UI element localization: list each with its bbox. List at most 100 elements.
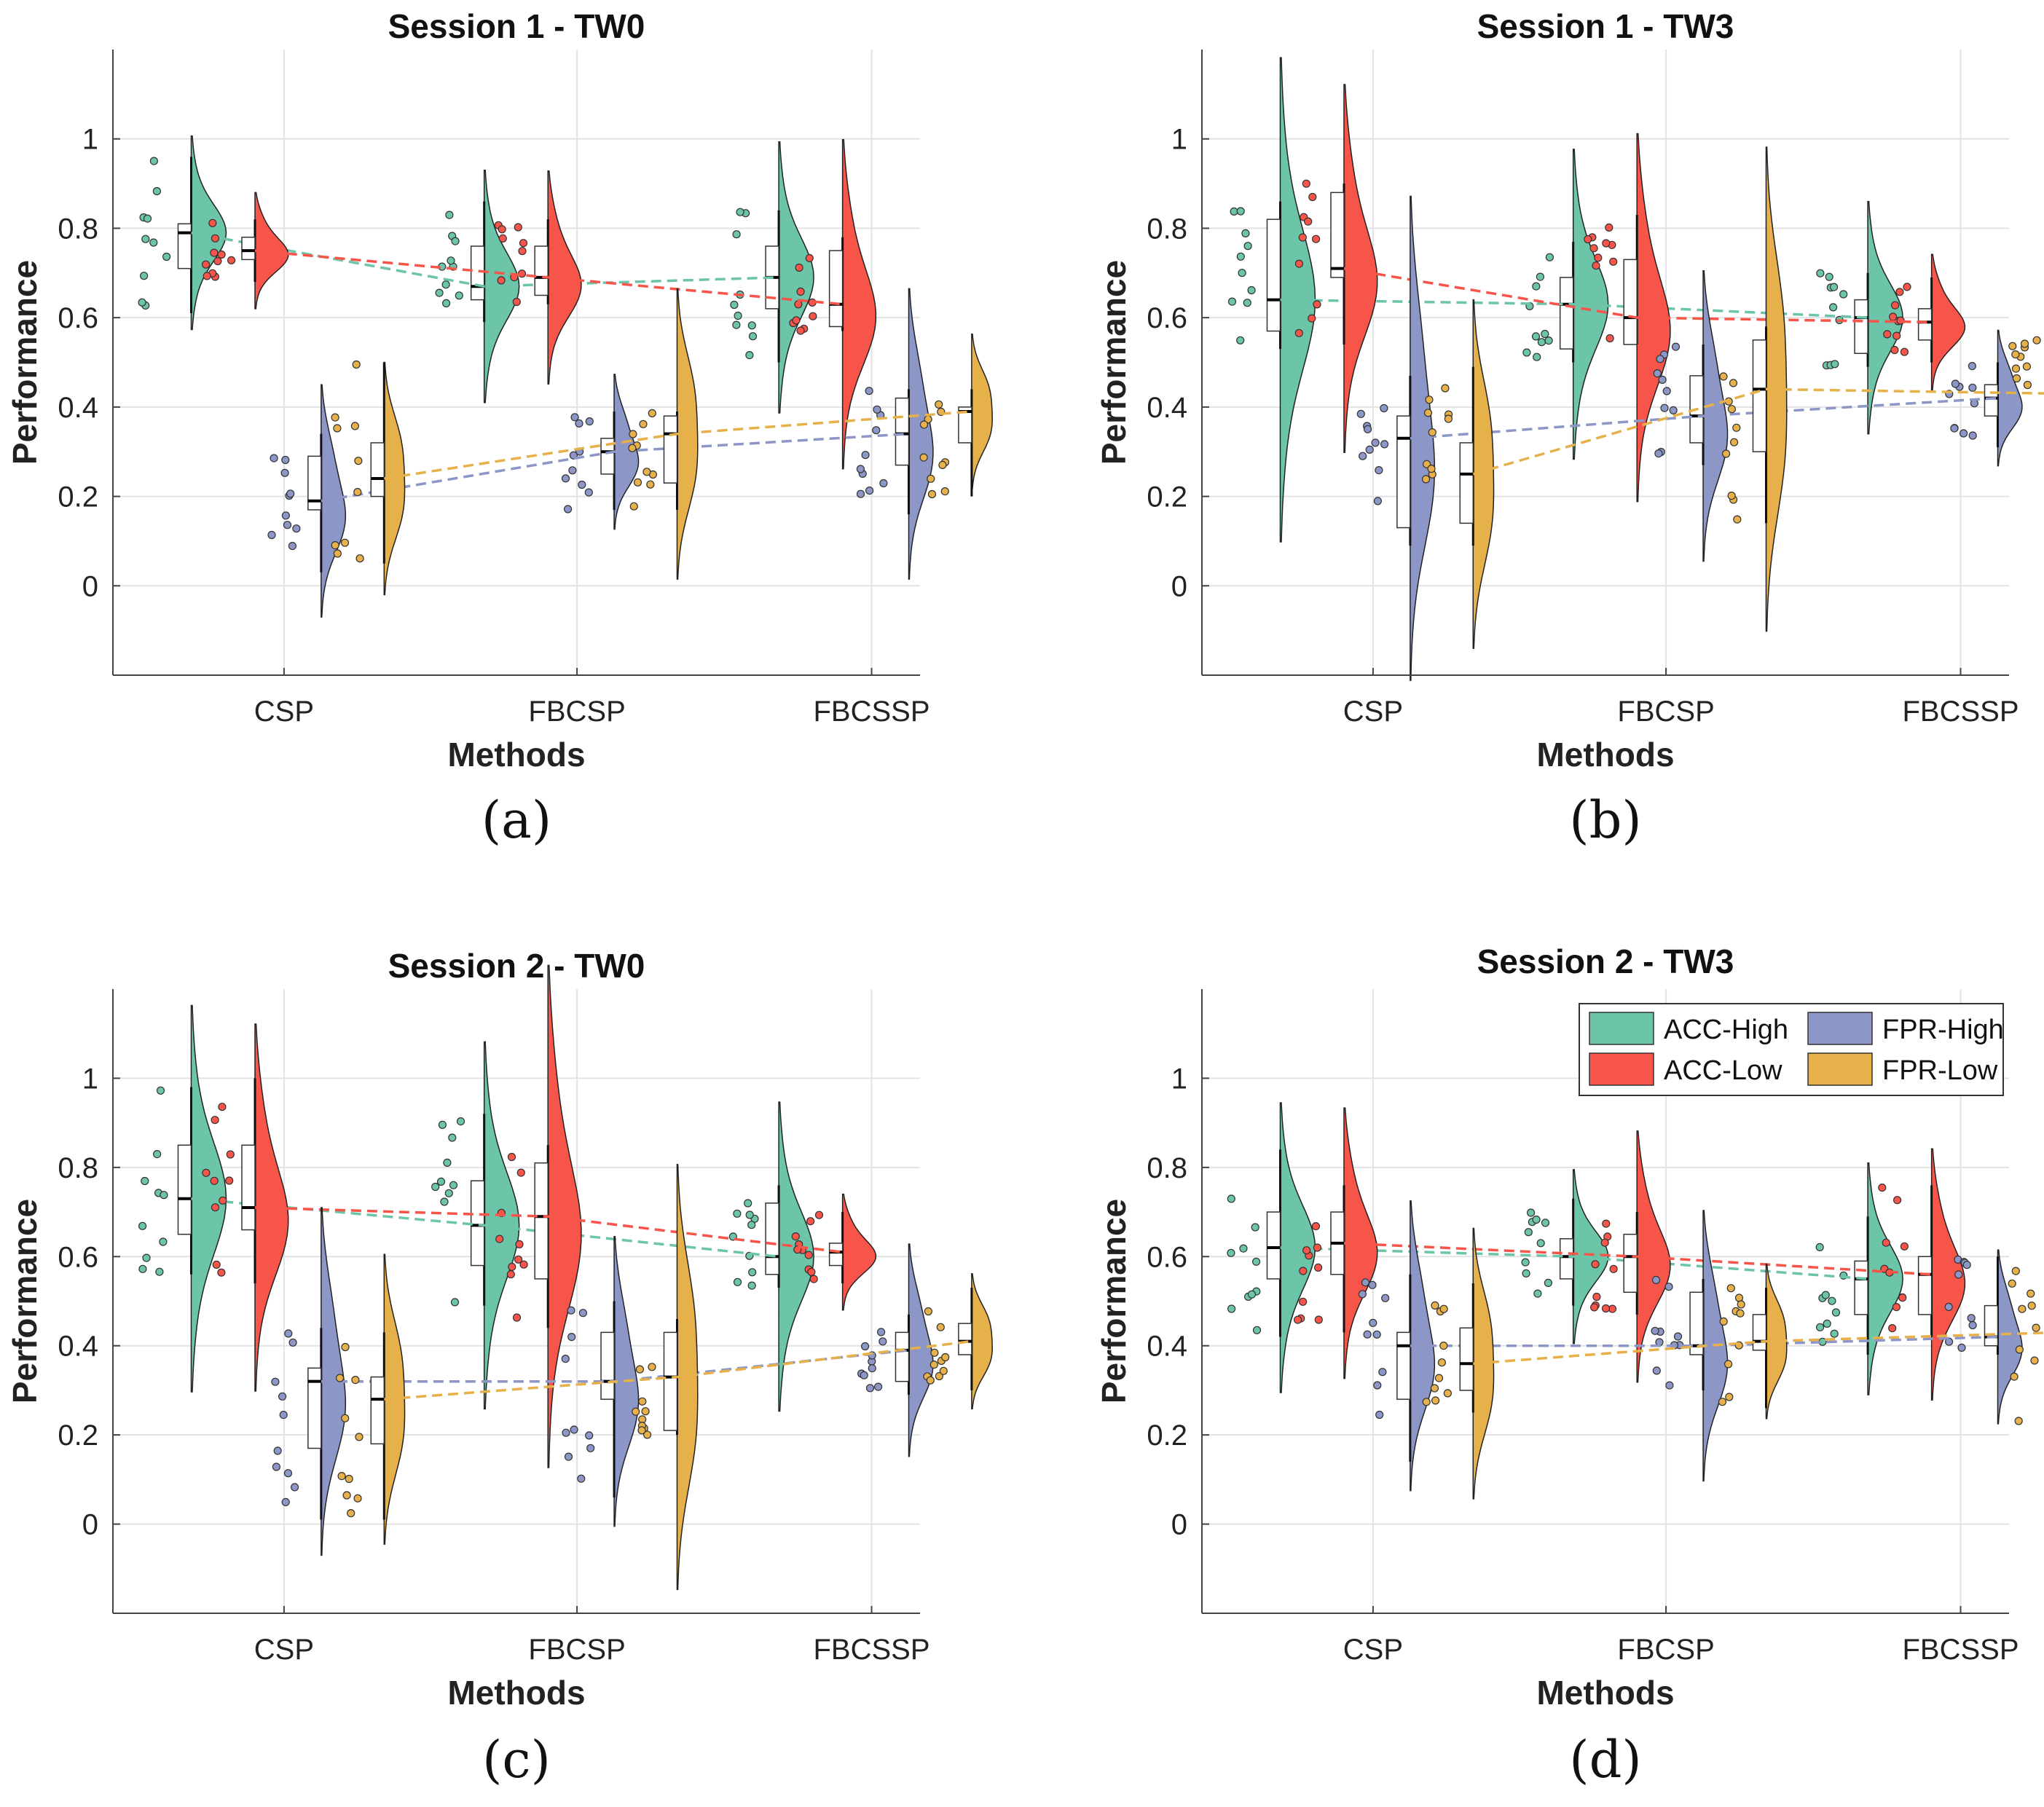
data-point bbox=[1236, 252, 1245, 261]
data-point bbox=[516, 1168, 525, 1177]
data-point bbox=[1658, 375, 1667, 385]
box-acc-low-csp bbox=[241, 236, 256, 261]
data-point bbox=[153, 1149, 162, 1159]
median-line-acc-low bbox=[1343, 1242, 1932, 1276]
data-point bbox=[1729, 379, 1738, 387]
data-point bbox=[2012, 374, 2021, 383]
data-point bbox=[435, 288, 444, 297]
y-tick-label: 0.2 bbox=[58, 1420, 98, 1452]
data-point bbox=[355, 554, 364, 563]
x-axis-label: Methods bbox=[1536, 736, 1674, 773]
data-point bbox=[225, 1176, 234, 1185]
data-point bbox=[1968, 362, 1976, 371]
data-point bbox=[1829, 303, 1838, 312]
data-point bbox=[1361, 1278, 1370, 1287]
box-fpr-high-csp bbox=[307, 1367, 322, 1449]
data-point bbox=[629, 502, 638, 511]
x-tick-label-fbcssp: FBCSSP bbox=[813, 1634, 929, 1666]
data-point bbox=[941, 1353, 950, 1362]
data-point bbox=[1428, 428, 1436, 437]
data-point bbox=[352, 360, 361, 369]
x-tick-label-fbcssp: FBCSSP bbox=[813, 696, 929, 728]
violin-fpr-high-fbcssp bbox=[1997, 329, 2023, 467]
data-point bbox=[562, 1428, 570, 1437]
data-point bbox=[347, 1509, 355, 1518]
violin-fpr-low-fbcssp bbox=[971, 333, 993, 490]
data-point bbox=[1903, 283, 1911, 291]
chart-title: Session 2 - TW3 bbox=[1477, 942, 1734, 980]
data-point bbox=[1532, 282, 1541, 291]
data-point bbox=[1653, 369, 1662, 378]
data-point bbox=[508, 1262, 516, 1272]
data-point bbox=[1373, 497, 1383, 505]
data-point bbox=[1730, 438, 1739, 446]
data-point bbox=[155, 1267, 164, 1276]
data-point bbox=[355, 1433, 363, 1441]
data-point bbox=[341, 1414, 350, 1422]
box-fpr-low-csp bbox=[370, 1376, 385, 1445]
data-point bbox=[2014, 1417, 2023, 1425]
data-point bbox=[1609, 1264, 1618, 1273]
violin-acc-low-fbcsp bbox=[547, 170, 582, 385]
data-point bbox=[1719, 372, 1728, 381]
data-point bbox=[561, 474, 570, 483]
data-point bbox=[431, 1182, 440, 1192]
box-acc-high-fbcsp bbox=[470, 245, 485, 301]
data-point bbox=[1227, 297, 1237, 306]
data-point bbox=[745, 351, 754, 360]
legend-swatch-acc-low bbox=[1589, 1052, 1654, 1086]
data-point bbox=[791, 1232, 800, 1241]
data-point bbox=[632, 1407, 640, 1416]
box-acc-high-csp bbox=[177, 1144, 192, 1235]
data-point bbox=[635, 1365, 645, 1374]
data-point bbox=[283, 1469, 293, 1478]
data-point bbox=[646, 480, 655, 489]
data-point bbox=[876, 1328, 886, 1336]
box-fpr-low-fbcsp bbox=[1752, 1314, 1767, 1351]
data-point bbox=[1313, 1263, 1323, 1272]
data-point bbox=[331, 413, 339, 422]
data-point bbox=[152, 186, 161, 196]
data-point bbox=[1421, 475, 1431, 484]
panel-label: (d) bbox=[1569, 1730, 1641, 1790]
data-point bbox=[1651, 1326, 1659, 1335]
data-point bbox=[2011, 1267, 2020, 1275]
violin-acc-low-csp bbox=[254, 192, 289, 310]
violin-acc-low-fbcssp bbox=[1930, 253, 1966, 391]
violin-acc-high-fbcsp bbox=[483, 169, 520, 403]
x-tick-label-fbcsp: FBCSP bbox=[1617, 1634, 1714, 1666]
data-point bbox=[1524, 1228, 1533, 1237]
violin-acc-low-csp bbox=[1343, 84, 1378, 454]
data-point bbox=[341, 1342, 350, 1352]
data-point bbox=[1960, 429, 1968, 438]
violin-fpr-high-fbcssp bbox=[908, 1243, 934, 1457]
data-point bbox=[291, 1483, 299, 1492]
box-acc-low-fbcsp bbox=[534, 245, 549, 296]
legend-swatch-acc-high bbox=[1589, 1012, 1654, 1045]
y-tick-label: 0.8 bbox=[58, 1152, 98, 1184]
data-point bbox=[1727, 405, 1736, 414]
data-point bbox=[1967, 1314, 1976, 1323]
y-tick-label: 0.4 bbox=[1147, 392, 1187, 424]
data-point bbox=[202, 1168, 211, 1177]
data-point bbox=[1968, 1320, 1977, 1330]
data-point bbox=[1727, 491, 1736, 500]
median-line-fpr-high bbox=[1410, 396, 1998, 440]
violin-acc-high-fbcsp bbox=[483, 1041, 520, 1410]
data-point bbox=[2030, 1356, 2039, 1365]
data-point bbox=[1878, 1183, 1887, 1192]
data-point bbox=[495, 1235, 504, 1243]
data-point bbox=[865, 387, 873, 395]
violin-fpr-low-csp bbox=[1472, 1227, 1495, 1500]
data-point bbox=[1651, 1275, 1661, 1285]
data-point bbox=[1590, 1303, 1599, 1312]
data-point bbox=[1298, 1297, 1308, 1306]
data-point bbox=[814, 1210, 824, 1219]
box-acc-low-fbcsp bbox=[1623, 1233, 1638, 1294]
violin-fpr-low-fbcsp bbox=[1765, 146, 1788, 632]
chart-title: Session 1 - TW0 bbox=[388, 7, 645, 45]
data-point bbox=[1308, 192, 1317, 202]
data-point bbox=[939, 1366, 948, 1375]
y-tick-label: 0.2 bbox=[1147, 1420, 1187, 1452]
violin-acc-high-fbcssp bbox=[778, 141, 814, 414]
